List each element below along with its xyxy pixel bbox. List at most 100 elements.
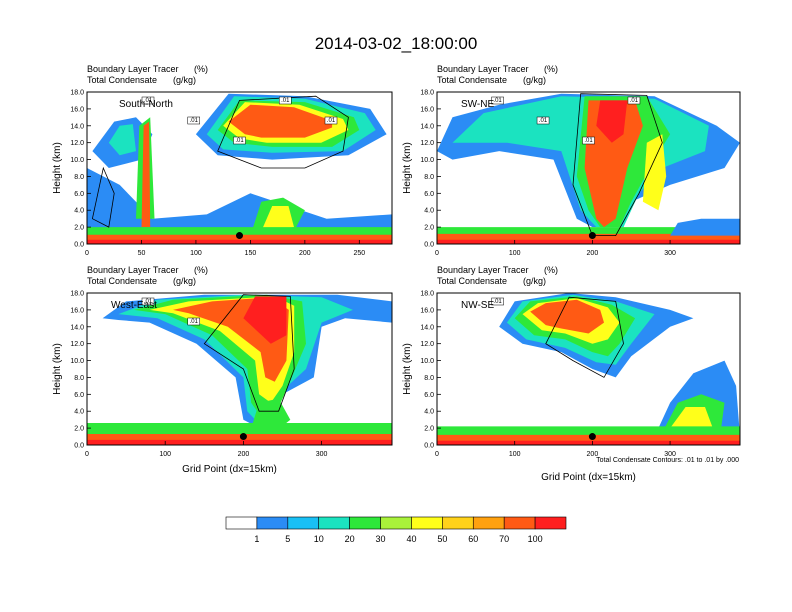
y-axis-label: Height (km) <box>52 343 63 395</box>
colorbar-swatch <box>287 516 320 530</box>
tracer-region <box>584 100 643 228</box>
y-tick-label: 6.0 <box>74 392 84 399</box>
tracer-region <box>87 168 392 232</box>
x-tick-label: 0 <box>435 250 439 257</box>
y-tick-label: 18.0 <box>420 90 434 97</box>
location-marker <box>239 433 247 441</box>
y-tick-label: 2.0 <box>74 426 84 433</box>
panel-frame <box>86 292 393 446</box>
x-tick-label: 50 <box>138 250 146 257</box>
contour-label: .01 <box>144 299 153 305</box>
subtitle-variable: Boundary Layer Tracer <box>437 265 529 275</box>
y-tick-label: 14.0 <box>70 324 84 331</box>
colorbar-swatch <box>472 516 505 530</box>
x-tick-label: 0 <box>85 451 89 458</box>
x-tick-label: 300 <box>316 451 328 458</box>
x-tick-label: 300 <box>664 451 676 458</box>
panel-west-east: .01 .01 0.0 2.0 4.0 6.0 8.0 10.0 12.0 14.0 16.0 18.… <box>52 265 393 475</box>
y-tick-label: 16.0 <box>70 106 84 113</box>
colorbar-label: 5 <box>285 534 290 544</box>
contour-label: .01 <box>190 319 199 325</box>
contour-label-box <box>582 136 595 145</box>
subtitle-variable-2: Total Condensate <box>437 276 507 286</box>
panel-nw-se: .01 0.0 2.0 4.0 6.0 8.0 10.0 12.0 14.0 16.0 18.0 0 1… <box>402 265 741 483</box>
x-tick-label: 250 <box>353 250 365 257</box>
y-tick-label: 0.0 <box>74 443 84 450</box>
tracer-region <box>228 104 333 138</box>
contour-label-box <box>491 297 504 306</box>
x-tick-label: 100 <box>509 451 521 458</box>
y-tick-label: 0.0 <box>424 242 434 249</box>
contour-label: .01 <box>493 299 502 305</box>
figure-title: 2014-03-02_18:00:00 <box>315 34 478 53</box>
panels: .01 .01 .01 .01 .01 0.0 2.0 4.0 6.0 8.0 10.0 12.0 14… <box>52 64 741 483</box>
tracer-region <box>642 134 667 211</box>
contour-label-box <box>233 136 246 145</box>
panel-label: NW-SE <box>461 300 494 311</box>
y-tick-label: 6.0 <box>74 191 84 198</box>
panel-label: SW-NE <box>461 99 494 110</box>
subtitle-unit-2: (g/kg) <box>523 276 546 286</box>
colorbar-label: 30 <box>376 534 386 544</box>
y-tick-label: 2.0 <box>424 426 434 433</box>
y-tick-label: 4.0 <box>74 409 84 416</box>
colorbar-label: 70 <box>499 534 509 544</box>
y-tick-label: 18.0 <box>70 90 84 97</box>
contour-label: .01 <box>584 138 593 144</box>
subtitle-unit: (%) <box>194 265 208 275</box>
contour-label-box <box>627 96 641 105</box>
tracer-region <box>530 299 604 334</box>
y-tick-label: 18.0 <box>70 291 84 298</box>
subtitle-unit-2: (g/kg) <box>173 276 196 286</box>
x-tick-label: 150 <box>245 250 257 257</box>
y-tick-label: 16.0 <box>420 307 434 314</box>
panel-south-north: .01 .01 .01 .01 .01 0.0 2.0 4.0 6.0 8.0 10.0 12.0 14… <box>52 64 393 257</box>
tracer-region <box>141 121 151 228</box>
colorbar-label: 10 <box>314 534 324 544</box>
panel-label: West-East <box>111 300 157 311</box>
colorbar: 1 5 10 20 30 40 50 60 70 100 <box>225 516 567 544</box>
contour-label: .01 <box>539 118 548 124</box>
colorbar-swatch <box>380 516 412 530</box>
contour-label-box <box>187 317 200 326</box>
contour-label: .01 <box>144 98 153 104</box>
subtitle-variable-2: Total Condensate <box>87 75 157 85</box>
y-tick-label: 12.0 <box>70 140 84 147</box>
x-tick-label: 200 <box>238 451 250 458</box>
colorbar-label: 100 <box>528 534 543 544</box>
tracer-region <box>108 124 136 156</box>
colorbar-swatch <box>318 516 350 530</box>
y-tick-label: 6.0 <box>424 191 434 198</box>
tracer-region <box>596 100 628 143</box>
y-tick-label: 8.0 <box>74 375 84 382</box>
x-tick-label: 200 <box>299 250 311 257</box>
y-tick-label: 14.0 <box>420 324 434 331</box>
filled-contours: .01 .01 .01 .01 .01 <box>87 92 392 244</box>
tracer-region <box>87 439 392 445</box>
subtitle-variable: Boundary Layer Tracer <box>87 265 179 275</box>
colorbar-swatch <box>442 516 474 530</box>
panel-frame <box>436 91 741 245</box>
y-tick-label: 16.0 <box>420 106 434 113</box>
contour-label: .01 <box>190 118 199 124</box>
contour-label: .01 <box>235 138 244 144</box>
filled-contours: .01 .01 <box>87 293 392 445</box>
tracer-region <box>261 206 294 232</box>
y-tick-label: 18.0 <box>420 291 434 298</box>
panel-frame <box>436 292 741 446</box>
subtitle-variable: Boundary Layer Tracer <box>437 64 529 74</box>
contour-label-box <box>187 116 200 125</box>
contour-label-box <box>491 96 504 105</box>
x-tick-label: 0 <box>435 451 439 458</box>
colorbar-label: 40 <box>406 534 416 544</box>
colorbar-label: 50 <box>437 534 447 544</box>
y-tick-label: 0.0 <box>74 242 84 249</box>
tracer-region <box>437 239 740 244</box>
y-tick-label: 14.0 <box>70 123 84 130</box>
subtitle-unit-2: (g/kg) <box>173 75 196 85</box>
condensate-contour <box>545 296 624 378</box>
colorbar-label: 20 <box>345 534 355 544</box>
colorbar-swatch <box>225 516 258 530</box>
panel-sw-ne: .01 .01 .01 .01 0.0 2.0 4.0 6.0 8.0 10.0 12.0 14.0 1… <box>402 64 741 257</box>
y-tick-label: 10.0 <box>70 358 84 365</box>
